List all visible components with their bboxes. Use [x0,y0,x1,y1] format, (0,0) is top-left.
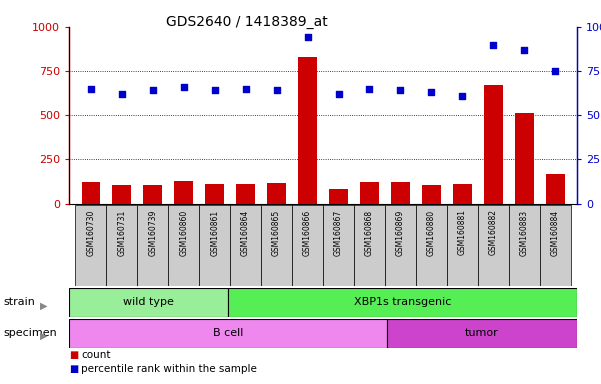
Text: GSM160739: GSM160739 [148,210,157,256]
Bar [106,205,137,286]
Text: GSM160731: GSM160731 [117,210,126,256]
Text: percentile rank within the sample: percentile rank within the sample [81,364,257,374]
Bar [515,113,534,204]
Bar [112,185,131,204]
Text: GSM160868: GSM160868 [365,210,374,256]
Text: count: count [81,350,111,360]
Text: GSM160867: GSM160867 [334,210,343,256]
Bar [546,174,564,204]
Text: ■: ■ [69,364,78,374]
Text: GSM160865: GSM160865 [272,210,281,256]
Point [117,91,127,97]
Bar [267,183,286,204]
Text: GSM160866: GSM160866 [303,210,312,256]
Bar [298,57,317,204]
Bar [360,182,379,204]
Bar [484,85,502,204]
Text: ▶: ▶ [40,300,47,310]
Text: B cell: B cell [213,328,243,338]
Bar [391,182,410,204]
Bar [144,185,162,204]
Bar [386,319,577,348]
Bar [385,205,416,286]
Bar [137,205,168,286]
Point [519,47,529,53]
Bar [236,184,255,204]
Point [334,91,343,97]
Point [179,84,189,90]
Bar [540,205,571,286]
Bar [509,205,540,286]
Bar [422,185,441,204]
Bar [75,205,106,286]
Bar [199,205,230,286]
Text: GSM160884: GSM160884 [551,210,560,256]
Bar [261,205,292,286]
Point [210,88,219,94]
Point [457,93,467,99]
Bar [69,319,386,348]
Point [272,88,281,94]
Bar [82,182,100,204]
Text: GSM160880: GSM160880 [427,210,436,256]
Text: strain: strain [3,297,35,307]
Point [303,35,313,41]
Text: XBP1s transgenic: XBP1s transgenic [354,297,451,308]
Text: GSM160864: GSM160864 [241,210,250,256]
Bar [174,180,193,204]
Point [365,86,374,92]
Bar [416,205,447,286]
Text: GSM160730: GSM160730 [87,210,96,256]
Point [148,88,157,94]
Bar [447,205,478,286]
Text: ▶: ▶ [40,331,47,341]
Text: GSM160882: GSM160882 [489,210,498,255]
Bar [206,184,224,204]
Bar [478,205,509,286]
Text: GSM160860: GSM160860 [179,210,188,256]
Text: specimen: specimen [3,328,56,338]
Point [241,86,251,92]
Text: ■: ■ [69,350,78,360]
Point [395,88,405,94]
Point [489,41,498,48]
Point [427,89,436,95]
Text: tumor: tumor [465,328,499,338]
Point [551,68,560,74]
Text: GSM160881: GSM160881 [458,210,467,255]
Bar [453,184,472,204]
Text: GSM160883: GSM160883 [520,210,529,256]
Bar [230,205,261,286]
Bar [292,205,323,286]
Bar [168,205,199,286]
Bar [69,288,228,317]
Text: wild type: wild type [123,297,174,308]
Bar [228,288,577,317]
Text: GDS2640 / 1418389_at: GDS2640 / 1418389_at [166,15,328,29]
Bar [329,189,348,204]
Bar [354,205,385,286]
Text: GSM160869: GSM160869 [396,210,405,256]
Bar [323,205,354,286]
Text: GSM160861: GSM160861 [210,210,219,256]
Point [86,86,96,92]
